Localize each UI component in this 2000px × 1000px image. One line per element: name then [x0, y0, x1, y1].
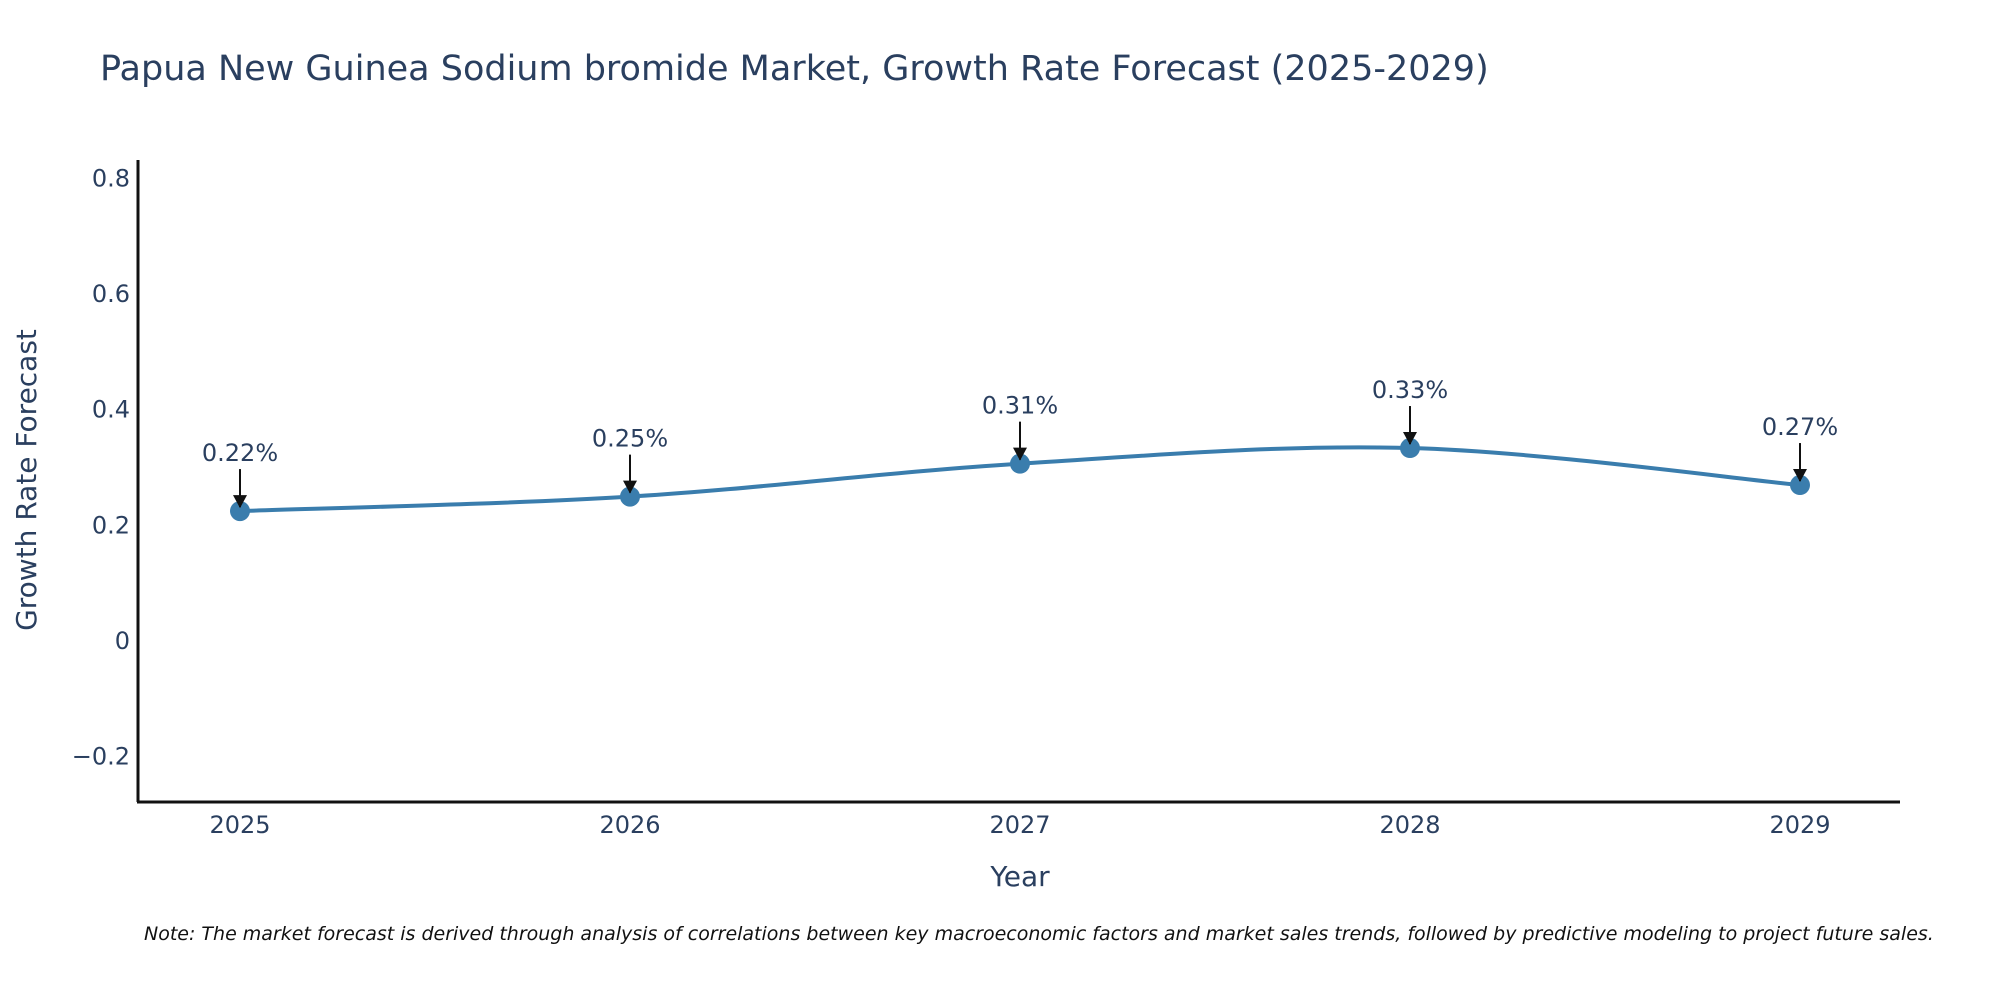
- x-tick-label: 2025: [209, 811, 270, 839]
- y-tick-label: 0.4: [92, 396, 130, 424]
- data-label: 0.25%: [592, 425, 668, 453]
- y-tick-label: −0.2: [72, 743, 130, 771]
- data-label: 0.27%: [1762, 413, 1838, 441]
- x-tick-label: 2026: [599, 811, 660, 839]
- plot-area: −0.2 0 0.2 0.4 0.6 0.8 2025 2026 2027 2028 2029 0.2…: [72, 160, 1900, 839]
- x-tick-label: 2028: [1379, 811, 1440, 839]
- y-tick-label: 0.6: [92, 280, 130, 308]
- data-label: 0.22%: [202, 439, 278, 467]
- data-label: 0.33%: [1372, 376, 1448, 404]
- data-label: 0.31%: [982, 392, 1058, 420]
- x-tick-label: 2029: [1769, 811, 1830, 839]
- y-tick-label: 0: [115, 627, 130, 655]
- y-tick-label: 0.8: [92, 164, 130, 192]
- x-tick-label: 2027: [989, 811, 1050, 839]
- y-axis-title: Growth Rate Forecast: [10, 329, 43, 631]
- y-tick-label: 0.2: [92, 511, 130, 539]
- chart-title: Papua New Guinea Sodium bromide Market, …: [100, 49, 1489, 89]
- chart-note: Note: The market forecast is derived thr…: [144, 923, 1934, 945]
- x-axis-title: Year: [989, 860, 1050, 893]
